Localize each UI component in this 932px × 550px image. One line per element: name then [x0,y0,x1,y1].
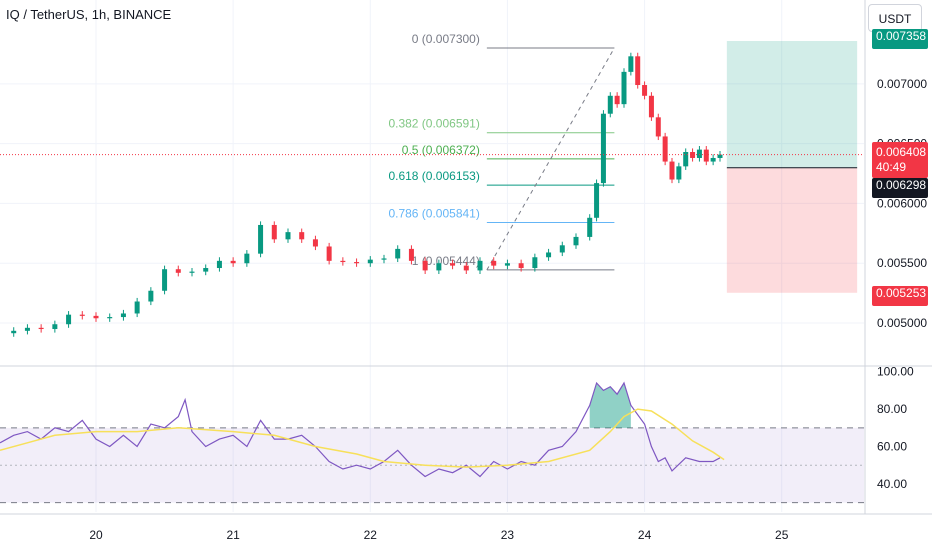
rsi-overbought-fill [589,382,631,428]
candle-body [690,152,696,158]
candle-body [299,232,305,240]
symbol-title: IQ / TetherUS, 1h, BINANCE [6,7,172,22]
candle-body [594,183,600,218]
time-tick-label: 24 [638,528,652,542]
candle-body [381,258,387,260]
candle-body [148,290,154,302]
candle-body [559,245,565,253]
candle-body [546,252,552,258]
candle-body [422,260,428,271]
candle-body [648,95,654,118]
candle-body [669,161,675,180]
fib-level-label: 0.786 (0.005841) [388,206,479,220]
candle-body [518,263,524,269]
loss-zone [726,167,858,293]
candle-body [312,239,318,247]
candle-body [450,263,456,266]
fib-level-label: 0 (0.007300) [412,32,480,46]
target-price-label: 0.007358 [872,29,928,49]
candle-body [216,260,222,269]
candle-body [642,85,648,96]
candle-body [134,301,140,314]
candle-body [395,248,401,259]
candle-body [710,157,716,162]
candle-body [436,263,442,271]
stop-price-label: 0.005253 [872,286,928,306]
candle-body [662,136,668,162]
candle-body [621,71,627,105]
fib-level-label: 0.618 (0.006153) [388,169,479,183]
time-tick-label: 22 [364,528,378,542]
candle-body [11,330,17,334]
time-tick-label: 21 [226,528,240,542]
current-price-value: 0.006408 [876,145,927,159]
candle-body [285,232,291,240]
rsi-line [0,381,721,478]
candle-body [107,317,113,319]
rsi-tick-label: 60.00 [877,440,907,454]
candle-body [203,268,209,272]
candle-body [24,327,30,331]
candle-body [703,149,709,162]
profit-zone [726,41,858,168]
candle-body [189,271,195,273]
fib-trend-line [486,47,615,271]
candle-body [587,217,593,237]
candle-body [367,259,373,264]
candle-body [614,95,620,105]
candle-body [66,314,72,325]
price-tick-label: 0.005500 [877,256,927,270]
time-tick-label: 23 [501,528,515,542]
candle-body [52,324,58,330]
candle-body [162,269,168,291]
currency-button[interactable]: USDT [868,4,922,32]
candle-body [79,314,85,316]
candle-body [573,236,579,246]
candle-body [600,113,606,184]
candle-body [477,260,483,271]
candle-body [340,260,346,263]
candle-body [258,224,264,254]
candle-body [326,246,332,261]
candle-body [532,257,538,269]
current-price-label: 0.006408 40:49 [872,142,928,178]
fib-level-label: 0.5 (0.006372) [402,143,480,157]
candle-body [408,248,414,261]
candle-body [38,327,44,330]
candle-body [93,315,99,319]
time-tick-label: 25 [775,528,789,542]
price-tick-label: 0.006000 [877,196,927,210]
time-tick-label: 20 [89,528,103,542]
candle-body [635,56,641,86]
candle-body [271,224,277,240]
candle-body [230,260,236,264]
fib-level-label: 0.382 (0.006591) [388,117,479,131]
fib-level-label: 1 (0.005444) [412,254,480,268]
bar-countdown: 40:49 [876,160,907,174]
candle-body [120,313,126,318]
candle-body [676,166,682,180]
rsi-tick-label: 40.00 [877,477,907,491]
candle-body [717,154,723,158]
rsi-tick-label: 100.00 [877,365,914,379]
candle-body [696,149,702,158]
price-tick-label: 0.007000 [877,77,927,91]
candle-body [607,95,613,114]
candle-body [683,152,689,167]
entry-price-label: 0.006298 [872,178,928,198]
rsi-ma-line [0,408,725,468]
candle-body [175,269,181,273]
price-tick-label: 0.005000 [877,316,927,330]
rsi-tick-label: 80.00 [877,402,907,416]
candle-body [504,263,510,266]
candle-body [628,56,634,72]
candle-body [491,260,497,266]
candle-body [244,253,250,264]
candle-body [354,262,360,264]
candle-body [463,265,469,271]
candle-body [655,117,661,137]
